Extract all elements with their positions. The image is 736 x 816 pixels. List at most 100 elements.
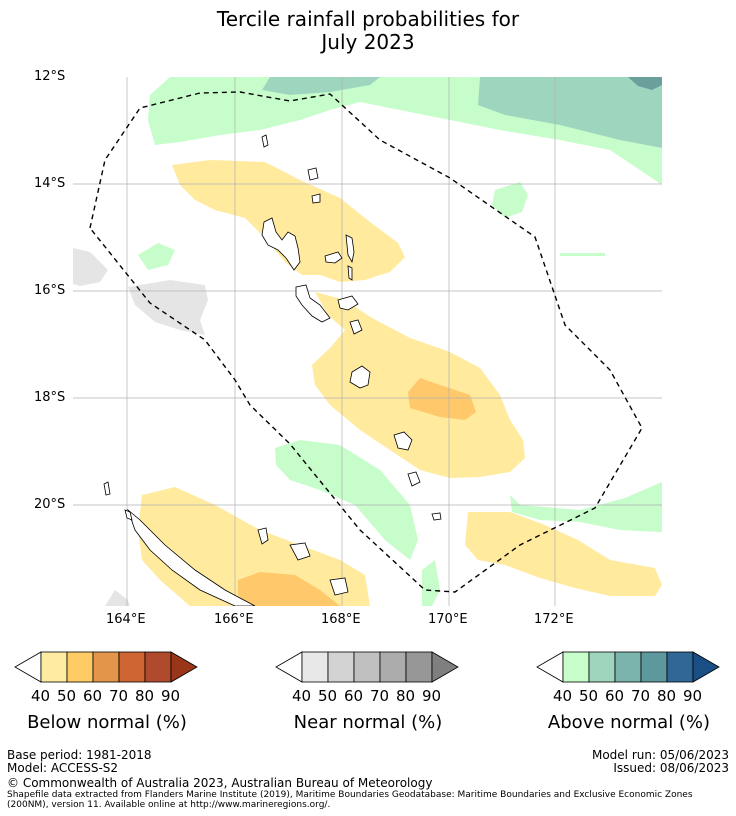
colorbar-extend-low (275, 651, 303, 683)
lat-label-16s: 16°S (34, 283, 66, 298)
colorbar-extend-high (692, 651, 720, 683)
cb-near-tick: 40 (292, 687, 312, 705)
colorbar-near-label: Near normal (%) (293, 712, 443, 733)
island-pentecost (347, 265, 353, 281)
colorbar-segment (327, 651, 355, 683)
map-title: Tercile rainfall probabilities for July … (0, 8, 736, 54)
colorbar-extend-high (431, 651, 459, 683)
title-line-1: Tercile rainfall probabilities for (216, 7, 520, 31)
cb-near-tick: 70 (370, 687, 390, 705)
island-torres (261, 134, 269, 148)
above-normal-dark-regions (262, 77, 662, 148)
island-efate (349, 365, 371, 389)
colorbar-segment (640, 651, 668, 683)
above-normal-mid-ne (478, 77, 662, 148)
eez-boundary (89, 91, 643, 593)
above-normal-se-band (510, 482, 662, 532)
above-normal-mid-north (262, 77, 380, 95)
model-name: Model: ACCESS-S2 (7, 761, 119, 775)
colorbar-segment (588, 651, 616, 683)
island-malekula (295, 284, 331, 323)
below-normal-south-east-band (465, 512, 662, 596)
colorbars (14, 651, 720, 683)
near-normal-central-west (128, 280, 208, 335)
colorbar-segment (118, 651, 146, 683)
island-epi (349, 319, 363, 335)
island-new-caledonia (127, 508, 256, 606)
title-line-2: July 2023 (321, 30, 415, 54)
above-normal-south-patch (422, 560, 440, 606)
colorbar-segment (353, 651, 381, 683)
island-loyalty-3 (257, 527, 269, 545)
lat-label-12s: 12°S (34, 69, 66, 84)
colorbar-segment (301, 651, 329, 683)
cb-above-tick: 40 (553, 687, 573, 705)
colorbar-extend-low (536, 651, 564, 683)
cb-below-tick: 50 (57, 687, 77, 705)
cb-above-tick: 90 (683, 687, 703, 705)
colorbar-segment (562, 651, 590, 683)
cb-near-tick: 50 (318, 687, 338, 705)
cb-above-tick: 70 (631, 687, 651, 705)
below-normal-dark-regions (238, 378, 476, 606)
cb-near-tick: 80 (396, 687, 416, 705)
colorbar-segment (66, 651, 94, 683)
cb-above-tick: 60 (605, 687, 625, 705)
cb-below-tick: 80 (135, 687, 155, 705)
footer-right: Model run: 05/06/2023 Issued: 08/06/2023 (592, 749, 729, 775)
island-banks-2 (311, 193, 321, 204)
colorbar-below-label: Below normal (%) (27, 712, 187, 733)
island-maewo (345, 234, 355, 264)
coastlines (103, 134, 442, 606)
lon-label-166e: 166°E (214, 612, 254, 627)
above-normal-high-ne (628, 77, 662, 90)
island-erromango (393, 431, 413, 451)
island-ambrym (337, 295, 359, 311)
island-ambae (324, 251, 343, 264)
colorbar-above-label: Above normal (%) (547, 712, 711, 733)
near-normal-south-west (105, 590, 130, 606)
map-area (73, 77, 662, 606)
colorbar-segment (379, 651, 407, 683)
above-normal-ne-patch (492, 182, 528, 218)
above-normal-central-band (275, 440, 418, 560)
colorbar-segment (144, 651, 172, 683)
lat-label-20s: 20°S (34, 497, 66, 512)
lon-label-170e: 170°E (428, 612, 468, 627)
cb-below-tick: 40 (31, 687, 51, 705)
island-banks-1 (307, 167, 319, 181)
cb-below-tick: 60 (83, 687, 103, 705)
base-period: Base period: 1981-2018 (7, 748, 152, 762)
model-run: Model run: 05/06/2023 (591, 748, 729, 762)
cb-below-tick: 70 (109, 687, 129, 705)
island-loyalty-1 (289, 542, 311, 561)
island-tanna (407, 471, 421, 487)
lat-label-14s: 14°S (34, 176, 66, 191)
below-normal-dark-south (238, 572, 340, 606)
lon-label-172e: 172°E (534, 612, 574, 627)
lon-label-164e: 164°E (106, 612, 146, 627)
below-normal-dark-central (408, 378, 476, 420)
colorbar-near (275, 651, 459, 683)
colorbar-segment (666, 651, 694, 683)
colorbar-extend-low (14, 651, 42, 683)
colorbar-segment (40, 651, 68, 683)
shapefile-line-1: Shapefile data extracted from Flanders M… (7, 790, 693, 800)
lon-label-168e: 168°E (321, 612, 361, 627)
shapefile-line-2: (200NM), version 11. Available online at… (7, 800, 331, 810)
cb-below-tick: 90 (161, 687, 181, 705)
above-normal-east-sliver (560, 253, 605, 256)
cb-near-tick: 90 (422, 687, 442, 705)
copyright: © Commonwealth of Australia 2023, Austra… (7, 776, 433, 790)
footer-left: Base period: 1981-2018 Model: ACCESS-S2 (7, 749, 152, 775)
colorbar-segment (614, 651, 642, 683)
cb-near-tick: 60 (344, 687, 364, 705)
near-normal-west (73, 248, 108, 286)
island-espiritu-santo (261, 217, 301, 271)
gridlines (73, 77, 662, 606)
shapefile-credit: Shapefile data extracted from Flanders M… (7, 790, 727, 810)
island-loyalty-2 (329, 577, 349, 596)
above-normal-west-patch (138, 243, 175, 270)
lat-label-18s: 18°S (34, 390, 66, 405)
